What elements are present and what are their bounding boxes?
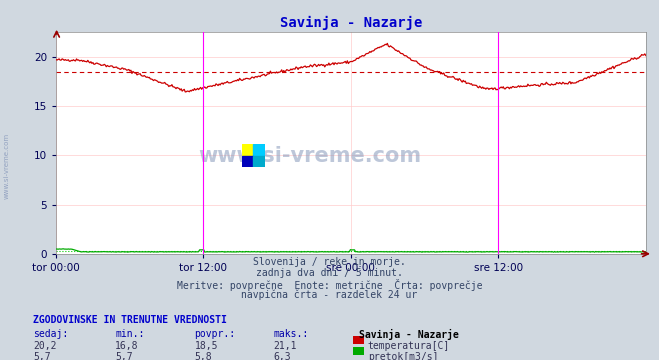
Text: 18,5: 18,5 — [194, 341, 218, 351]
Text: pretok[m3/s]: pretok[m3/s] — [368, 352, 438, 360]
Text: 6,3: 6,3 — [273, 352, 291, 360]
Text: sedaj:: sedaj: — [33, 329, 68, 339]
Text: 5,7: 5,7 — [115, 352, 133, 360]
Text: www.si-vreme.com: www.si-vreme.com — [3, 132, 10, 199]
Text: ZGODOVINSKE IN TRENUTNE VREDNOSTI: ZGODOVINSKE IN TRENUTNE VREDNOSTI — [33, 315, 227, 325]
Text: Savinja - Nazarje: Savinja - Nazarje — [359, 329, 459, 341]
Text: 21,1: 21,1 — [273, 341, 297, 351]
Title: Savinja - Nazarje: Savinja - Nazarje — [279, 16, 422, 30]
Text: min.:: min.: — [115, 329, 145, 339]
Text: navpična črta - razdelek 24 ur: navpična črta - razdelek 24 ur — [241, 290, 418, 300]
Text: 20,2: 20,2 — [33, 341, 57, 351]
Text: zadnja dva dni / 5 minut.: zadnja dva dni / 5 minut. — [256, 268, 403, 278]
Text: www.si-vreme.com: www.si-vreme.com — [198, 147, 421, 166]
Bar — [253, 156, 265, 167]
Bar — [242, 144, 253, 156]
Text: temperatura[C]: temperatura[C] — [368, 341, 450, 351]
Text: Meritve: povprečne  Enote: metrične  Črta: povprečje: Meritve: povprečne Enote: metrične Črta:… — [177, 279, 482, 291]
Bar — [253, 144, 265, 156]
Text: 5,8: 5,8 — [194, 352, 212, 360]
Text: Slovenija / reke in morje.: Slovenija / reke in morje. — [253, 257, 406, 267]
Text: maks.:: maks.: — [273, 329, 308, 339]
Text: 5,7: 5,7 — [33, 352, 51, 360]
Text: 16,8: 16,8 — [115, 341, 139, 351]
Text: povpr.:: povpr.: — [194, 329, 235, 339]
Bar — [242, 156, 253, 167]
